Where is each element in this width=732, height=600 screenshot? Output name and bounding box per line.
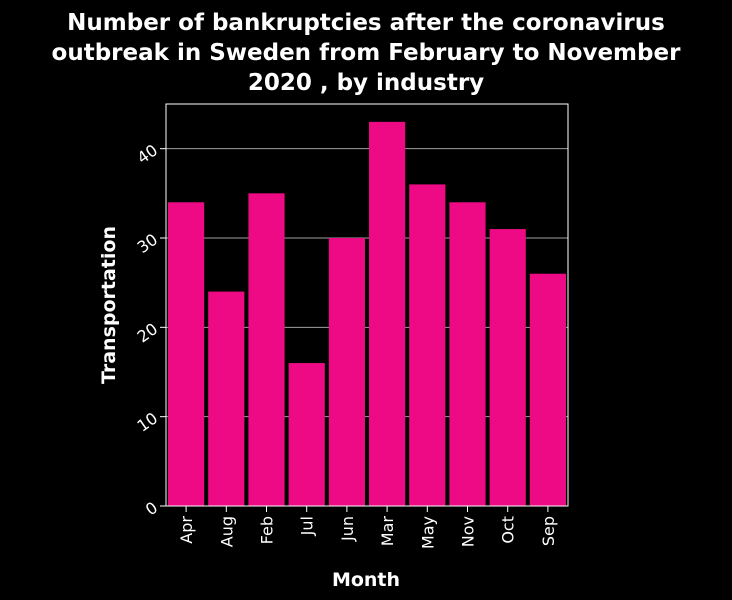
y-axis-ticks: 0 10 20 30 40 (134, 140, 166, 519)
x-tick-label: Feb (258, 516, 277, 544)
x-tick-label: Jul (298, 516, 317, 536)
y-tick-label: 10 (134, 408, 162, 435)
x-axis-ticks: Apr Aug Feb Jul Jun Mar May Nov Oct Sep (177, 506, 558, 549)
x-tick-label: Aug (217, 516, 236, 547)
x-tick-label: Sep (539, 516, 558, 546)
chart-title-line-1: Number of bankruptcies after the coronav… (67, 10, 665, 36)
y-axis-label: Transportation (98, 226, 120, 384)
y-tick-label: 20 (134, 319, 162, 346)
x-tick-label: Jun (338, 516, 357, 542)
bar-jul (288, 363, 325, 506)
chart-title-line-3: 2020 , by industry (248, 70, 484, 96)
bar-aug (208, 291, 245, 506)
x-tick-label: Mar (378, 516, 397, 547)
plot-frame (165, 103, 569, 507)
bar-feb (248, 193, 285, 507)
y-tick-label: 40 (134, 140, 162, 167)
x-axis-label: Month (332, 569, 400, 591)
bar-oct (489, 229, 526, 507)
bar-sep (529, 273, 566, 506)
chart-title: Number of bankruptcies after the coronav… (52, 10, 682, 96)
x-tick-label: Apr (177, 516, 196, 544)
x-tick-label: May (418, 516, 437, 549)
bar-may (409, 184, 446, 506)
chart-title-line-2: outbreak in Sweden from February to Nove… (52, 40, 682, 66)
bar-jun (328, 238, 365, 506)
bar-apr (168, 202, 205, 506)
x-tick-label: Oct (499, 516, 518, 544)
y-tick-label: 30 (134, 230, 162, 257)
bars (168, 121, 566, 507)
y-tick-label: 0 (142, 498, 161, 519)
bar-nov (449, 202, 486, 506)
x-tick-label: Nov (459, 516, 478, 547)
bar-mar (369, 121, 406, 506)
